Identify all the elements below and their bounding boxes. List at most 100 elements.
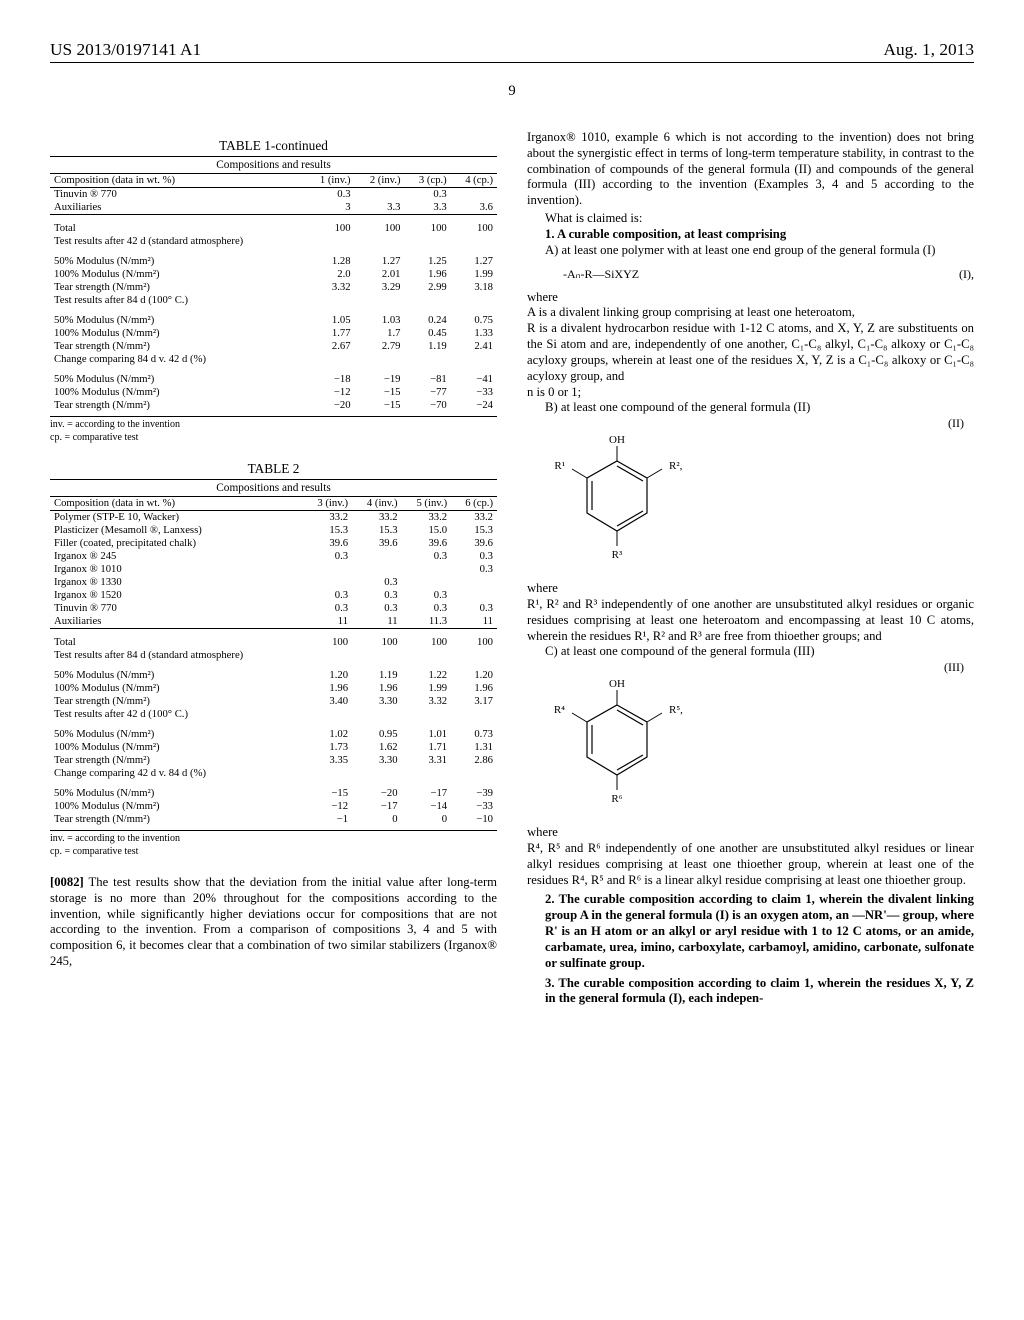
- cell-value: 2.67: [305, 340, 355, 353]
- cell-value: 2.99: [405, 281, 451, 294]
- cell-value: [305, 294, 355, 307]
- cell-value: 15.0: [402, 524, 452, 537]
- row-label: 100% Modulus (N/mm²): [50, 268, 305, 281]
- table2-title: TABLE 2: [50, 461, 497, 477]
- cell-value: 0.3: [303, 550, 353, 563]
- cell-value: 11: [303, 615, 353, 629]
- table1-footnote2: cp. = comparative test: [50, 432, 497, 443]
- row-label: Test results after 84 d (standard atmosp…: [50, 649, 303, 662]
- row-label: 100% Modulus (N/mm²): [50, 741, 303, 754]
- cell-value: 2.41: [451, 340, 497, 353]
- r-definition: R is a divalent hydrocarbon residue with…: [527, 321, 974, 384]
- row-label: Tear strength (N/mm²): [50, 340, 305, 353]
- table-row: Irganox ® 10100.3: [50, 563, 497, 576]
- paragraph-0082: [0082] The test results show that the de…: [50, 875, 497, 970]
- claim-1-b: B) at least one compound of the general …: [545, 400, 974, 416]
- cell-value: −24: [451, 399, 497, 412]
- cell-value: 0.3: [402, 589, 452, 602]
- cell-value: 3.35: [303, 754, 353, 767]
- row-label: 50% Modulus (N/mm²): [50, 307, 305, 327]
- para-number: [0082]: [50, 875, 84, 889]
- table-row: Total100100100100: [50, 629, 497, 650]
- cell-value: 3: [305, 201, 355, 215]
- cell-value: 0.3: [352, 602, 402, 615]
- row-label: Change comparing 84 d v. 42 d (%): [50, 353, 305, 366]
- table2-col: 4 (inv.): [352, 497, 402, 511]
- svg-text:OH: OH: [609, 434, 625, 446]
- cell-value: 39.6: [402, 537, 452, 550]
- cell-value: 100: [352, 629, 402, 650]
- cell-value: 33.2: [352, 511, 402, 525]
- row-label: Tear strength (N/mm²): [50, 281, 305, 294]
- cell-value: 1.19: [405, 340, 451, 353]
- row-label: 50% Modulus (N/mm²): [50, 366, 305, 386]
- row-label: 100% Modulus (N/mm²): [50, 386, 305, 399]
- cell-value: −33: [451, 386, 497, 399]
- table-row: 50% Modulus (N/mm²)−18−19−81−41: [50, 366, 497, 386]
- table1-footnote1: inv. = according to the invention: [50, 419, 497, 430]
- cell-value: [451, 188, 497, 202]
- cell-value: [451, 294, 497, 307]
- a-definition: A is a divalent linking group comprising…: [527, 305, 974, 321]
- structure-II: OH R¹ R², R³: [527, 431, 707, 566]
- claim-1-lead: 1. A curable composition, at least compr…: [545, 227, 974, 243]
- row-label: Tear strength (N/mm²): [50, 695, 303, 708]
- svg-text:R²,: R²,: [669, 460, 683, 472]
- cell-value: 100: [305, 215, 355, 236]
- table-row: 100% Modulus (N/mm²)−12−17−14−33: [50, 800, 497, 813]
- cell-value: 39.6: [303, 537, 353, 550]
- cell-value: [402, 563, 452, 576]
- cell-value: −17: [352, 800, 402, 813]
- table-row: 100% Modulus (N/mm²)−12−15−77−33: [50, 386, 497, 399]
- cell-value: 33.2: [303, 511, 353, 525]
- table2: Composition (data in wt. %) 3 (inv.) 4 (…: [50, 497, 497, 826]
- cell-value: [355, 294, 405, 307]
- table-row: Change comparing 42 d v. 84 d (%): [50, 767, 497, 780]
- cell-value: [451, 589, 497, 602]
- cell-value: 0.3: [303, 602, 353, 615]
- r456-definition: R⁴, R⁵ and R⁶ independently of one anoth…: [527, 841, 974, 888]
- table-row: 100% Modulus (N/mm²)1.771.70.451.33: [50, 327, 497, 340]
- cell-value: [303, 576, 353, 589]
- cell-value: [303, 563, 353, 576]
- table-row: Test results after 42 d (100° C.): [50, 708, 497, 721]
- cell-value: 3.18: [451, 281, 497, 294]
- cell-value: −18: [305, 366, 355, 386]
- table-row: Tear strength (N/mm²)−100−10: [50, 813, 497, 826]
- cell-value: [451, 767, 497, 780]
- table-row: Tear strength (N/mm²)−20−15−70−24: [50, 399, 497, 412]
- publication-date: Aug. 1, 2013: [884, 40, 975, 60]
- cell-value: 1.96: [352, 682, 402, 695]
- cell-value: 0.75: [451, 307, 497, 327]
- cell-value: 39.6: [352, 537, 402, 550]
- row-label: Tinuvin ® 770: [50, 602, 303, 615]
- cell-value: 1.33: [451, 327, 497, 340]
- cell-value: 11.3: [402, 615, 452, 629]
- row-label: Irganox ® 245: [50, 550, 303, 563]
- cell-value: 1.96: [451, 682, 497, 695]
- cell-value: −17: [402, 780, 452, 800]
- cell-value: 1.22: [402, 662, 452, 682]
- cell-value: 100: [451, 629, 497, 650]
- table2-head-label: Composition (data in wt. %): [50, 497, 303, 511]
- row-label: 100% Modulus (N/mm²): [50, 800, 303, 813]
- cell-value: [405, 235, 451, 248]
- page-number: 9: [50, 83, 974, 100]
- row-label: Test results after 42 d (100° C.): [50, 708, 303, 721]
- table-row: Auxiliaries111111.311: [50, 615, 497, 629]
- table-row: Auxiliaries33.33.33.6: [50, 201, 497, 215]
- table1: Composition (data in wt. %) 1 (inv.) 2 (…: [50, 174, 497, 412]
- row-label: Irganox ® 1330: [50, 576, 303, 589]
- cell-value: 1.27: [451, 248, 497, 268]
- row-label: 100% Modulus (N/mm²): [50, 682, 303, 695]
- cell-value: 0: [402, 813, 452, 826]
- table-row: Total100100100100: [50, 215, 497, 236]
- claim-3: 3. The curable composition according to …: [545, 976, 974, 1008]
- cell-value: −15: [303, 780, 353, 800]
- cell-value: 0.3: [305, 188, 355, 202]
- table-row: Filler (coated, precipitated chalk)39.63…: [50, 537, 497, 550]
- table-row: 50% Modulus (N/mm²)−15−20−17−39: [50, 780, 497, 800]
- cell-value: [305, 235, 355, 248]
- svg-text:R¹: R¹: [554, 460, 565, 472]
- cell-value: 0.3: [402, 602, 452, 615]
